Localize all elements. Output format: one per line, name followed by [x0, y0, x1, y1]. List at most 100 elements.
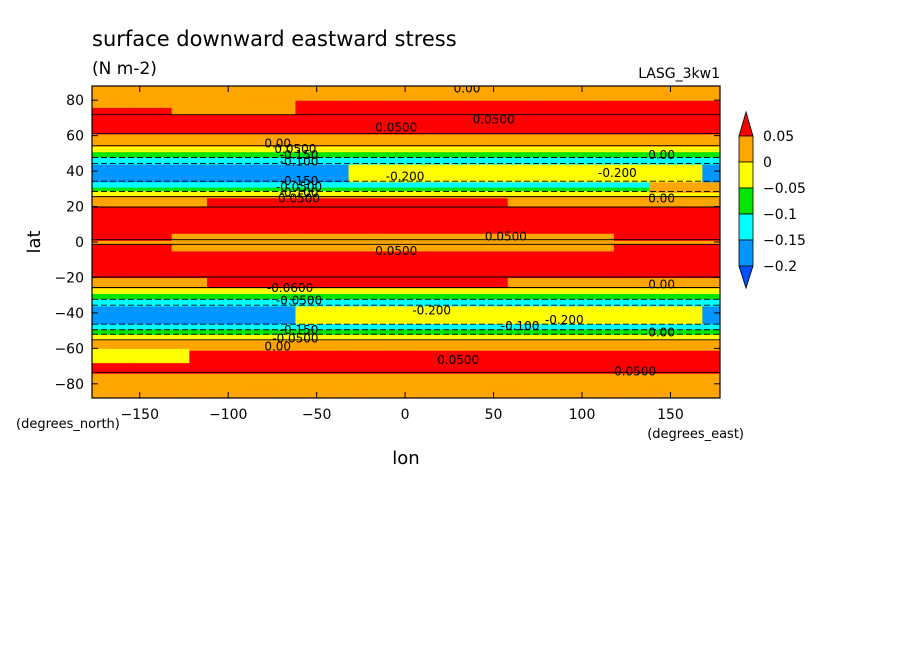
heat-cell [454, 335, 465, 339]
heat-cell [153, 396, 164, 398]
heat-cell [242, 348, 252, 351]
heat-cell [383, 359, 394, 362]
heat-cell [286, 337, 297, 341]
heat-cell [436, 359, 447, 362]
heat-cell [675, 353, 686, 357]
heat-cell [436, 335, 447, 339]
heat-cell [145, 383, 155, 387]
heat-cell [109, 390, 120, 394]
heat-cell [153, 364, 164, 367]
heat-cell [658, 335, 668, 339]
heat-cell [472, 327, 482, 330]
heat-cell [534, 383, 544, 387]
heat-cell [348, 383, 358, 387]
heat-cell [224, 350, 235, 353]
heat-cell [490, 355, 500, 358]
heat-cell [428, 351, 438, 355]
heat-cell [392, 392, 403, 396]
heat-cell [339, 327, 350, 330]
heat-cell [286, 344, 297, 348]
heat-cell [410, 385, 420, 388]
heat-cell [145, 327, 155, 330]
heat-cell [702, 337, 712, 341]
heat-cell [180, 332, 190, 335]
heat-cell [640, 346, 650, 349]
heat-cell [118, 360, 128, 364]
heat-cell [198, 376, 208, 380]
heat-cell [498, 367, 509, 371]
heat-cell [711, 367, 720, 371]
heat-cell [428, 325, 438, 328]
heat-cell [481, 392, 491, 396]
heat-cell [251, 334, 261, 337]
heat-cell [153, 394, 164, 397]
heat-cell [366, 362, 376, 365]
heat-cell [100, 346, 111, 349]
heat-cell [560, 366, 571, 369]
heat-cell [277, 353, 288, 357]
heat-cell [587, 374, 597, 378]
heat-cell [348, 380, 358, 383]
heat-cell [631, 369, 641, 373]
heat-cell [233, 387, 243, 390]
heat-cell [251, 382, 261, 385]
heat-cell [330, 362, 341, 365]
heat-cell [321, 334, 332, 337]
heat-cell [569, 366, 580, 369]
heat-cell [357, 359, 367, 362]
heat-cell [277, 335, 288, 339]
heat-cell [622, 337, 633, 341]
heat-cell [596, 382, 606, 385]
heat-cell [498, 392, 509, 396]
heat-cell [551, 387, 562, 390]
heat-cell [649, 359, 659, 362]
heat-cell [145, 343, 155, 346]
heat-cell [428, 332, 438, 335]
heat-cell [693, 390, 703, 394]
heat-cell [578, 389, 588, 392]
heat-cell [401, 353, 412, 357]
heat-cell [472, 374, 482, 378]
heat-cell [631, 390, 641, 394]
heat-cell [711, 350, 720, 353]
heat-cell [348, 339, 358, 342]
heat-cell [153, 350, 164, 353]
heat-cell [410, 325, 420, 328]
heat-cell [666, 383, 677, 387]
heat-cell [454, 382, 465, 385]
heat-cell [330, 351, 341, 355]
heat-cell [649, 355, 659, 358]
heat-cell [180, 335, 190, 339]
heat-cell [92, 351, 102, 355]
heat-cell [357, 325, 367, 328]
heat-cell [242, 389, 252, 392]
heat-cell [693, 394, 703, 397]
heat-cell [516, 341, 527, 344]
heat-cell [136, 392, 146, 396]
heat-cell [153, 376, 164, 380]
heat-cell [445, 353, 456, 357]
heat-cell [277, 348, 288, 351]
heat-cell [286, 357, 297, 360]
heat-cell [587, 367, 597, 371]
heat-cell [605, 335, 615, 339]
heat-cell [268, 327, 279, 330]
heat-cell [304, 389, 314, 392]
heat-cell [109, 325, 120, 328]
heat-cell [410, 376, 420, 380]
heat-cell [551, 341, 562, 344]
heat-cell [153, 374, 164, 378]
heat-cell [454, 364, 465, 367]
heat-cell [215, 396, 226, 398]
heat-cell [268, 378, 279, 381]
heat-cell [215, 334, 226, 337]
heat-cell [321, 378, 332, 381]
heat-cell [551, 385, 562, 388]
heat-cell [454, 387, 465, 390]
heat-cell [605, 360, 615, 364]
heat-cell [525, 359, 535, 362]
heat-cell [242, 327, 252, 330]
heat-cell [189, 380, 199, 383]
heat-cell [242, 360, 252, 364]
heat-cell [693, 330, 703, 334]
